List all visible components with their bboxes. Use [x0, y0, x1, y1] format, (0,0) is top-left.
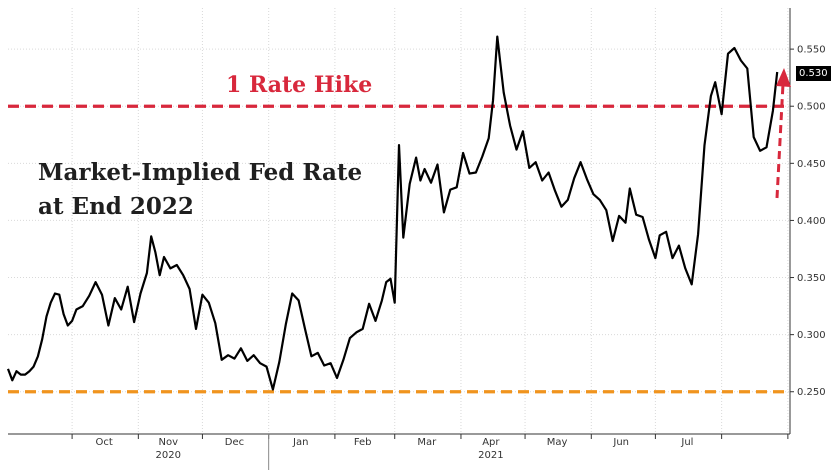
x-month-label: Jan	[292, 437, 308, 448]
title-line-2: at End 2022	[38, 193, 194, 220]
x-month-label: May	[547, 437, 568, 448]
axes	[8, 8, 791, 470]
arrow-shaft	[775, 83, 785, 199]
x-month-label: Apr	[482, 437, 500, 448]
x-year-label: 2021	[478, 450, 503, 461]
reference-lines	[8, 104, 790, 394]
x-month-label: Nov	[158, 437, 178, 448]
rate-hike-label: 1 Rate Hike	[226, 72, 373, 98]
x-month-label: Dec	[225, 437, 244, 448]
y-tick-label: 0.250	[797, 387, 826, 398]
x-month-label: Jun	[612, 437, 629, 448]
x-month-label: Mar	[417, 437, 437, 448]
y-tick-label: 0.550	[797, 45, 826, 56]
title-line-1: Market-Implied Fed Rate	[38, 159, 363, 186]
x-month-label: Feb	[354, 437, 372, 448]
x-month-label: Oct	[95, 437, 112, 448]
y-tick-label: 0.500	[797, 102, 826, 113]
up-arrow-annotation	[775, 68, 791, 199]
y-tick-labels: 0.550 0.500 0.450 0.400 0.350 0.300 0.250	[790, 45, 826, 398]
y-tick-label: 0.400	[797, 216, 826, 227]
y-tick-label: 0.350	[797, 273, 826, 284]
x-month-label: Jul	[680, 437, 693, 448]
y-tick-label: 0.300	[797, 330, 826, 341]
arrow-head	[776, 68, 791, 87]
x-year-label: 2020	[156, 450, 181, 461]
chart-title: Market-Implied Fed Rate at End 2022	[38, 156, 362, 224]
y-tick-label: 0.450	[797, 159, 826, 170]
last-value-tag: 0.530	[796, 66, 831, 81]
x-month-labels: Oct Nov Dec Jan Feb Mar Apr May Jun Jul	[95, 437, 693, 448]
x-year-labels: 2020 2021	[156, 450, 504, 461]
series-line	[6, 35, 779, 391]
